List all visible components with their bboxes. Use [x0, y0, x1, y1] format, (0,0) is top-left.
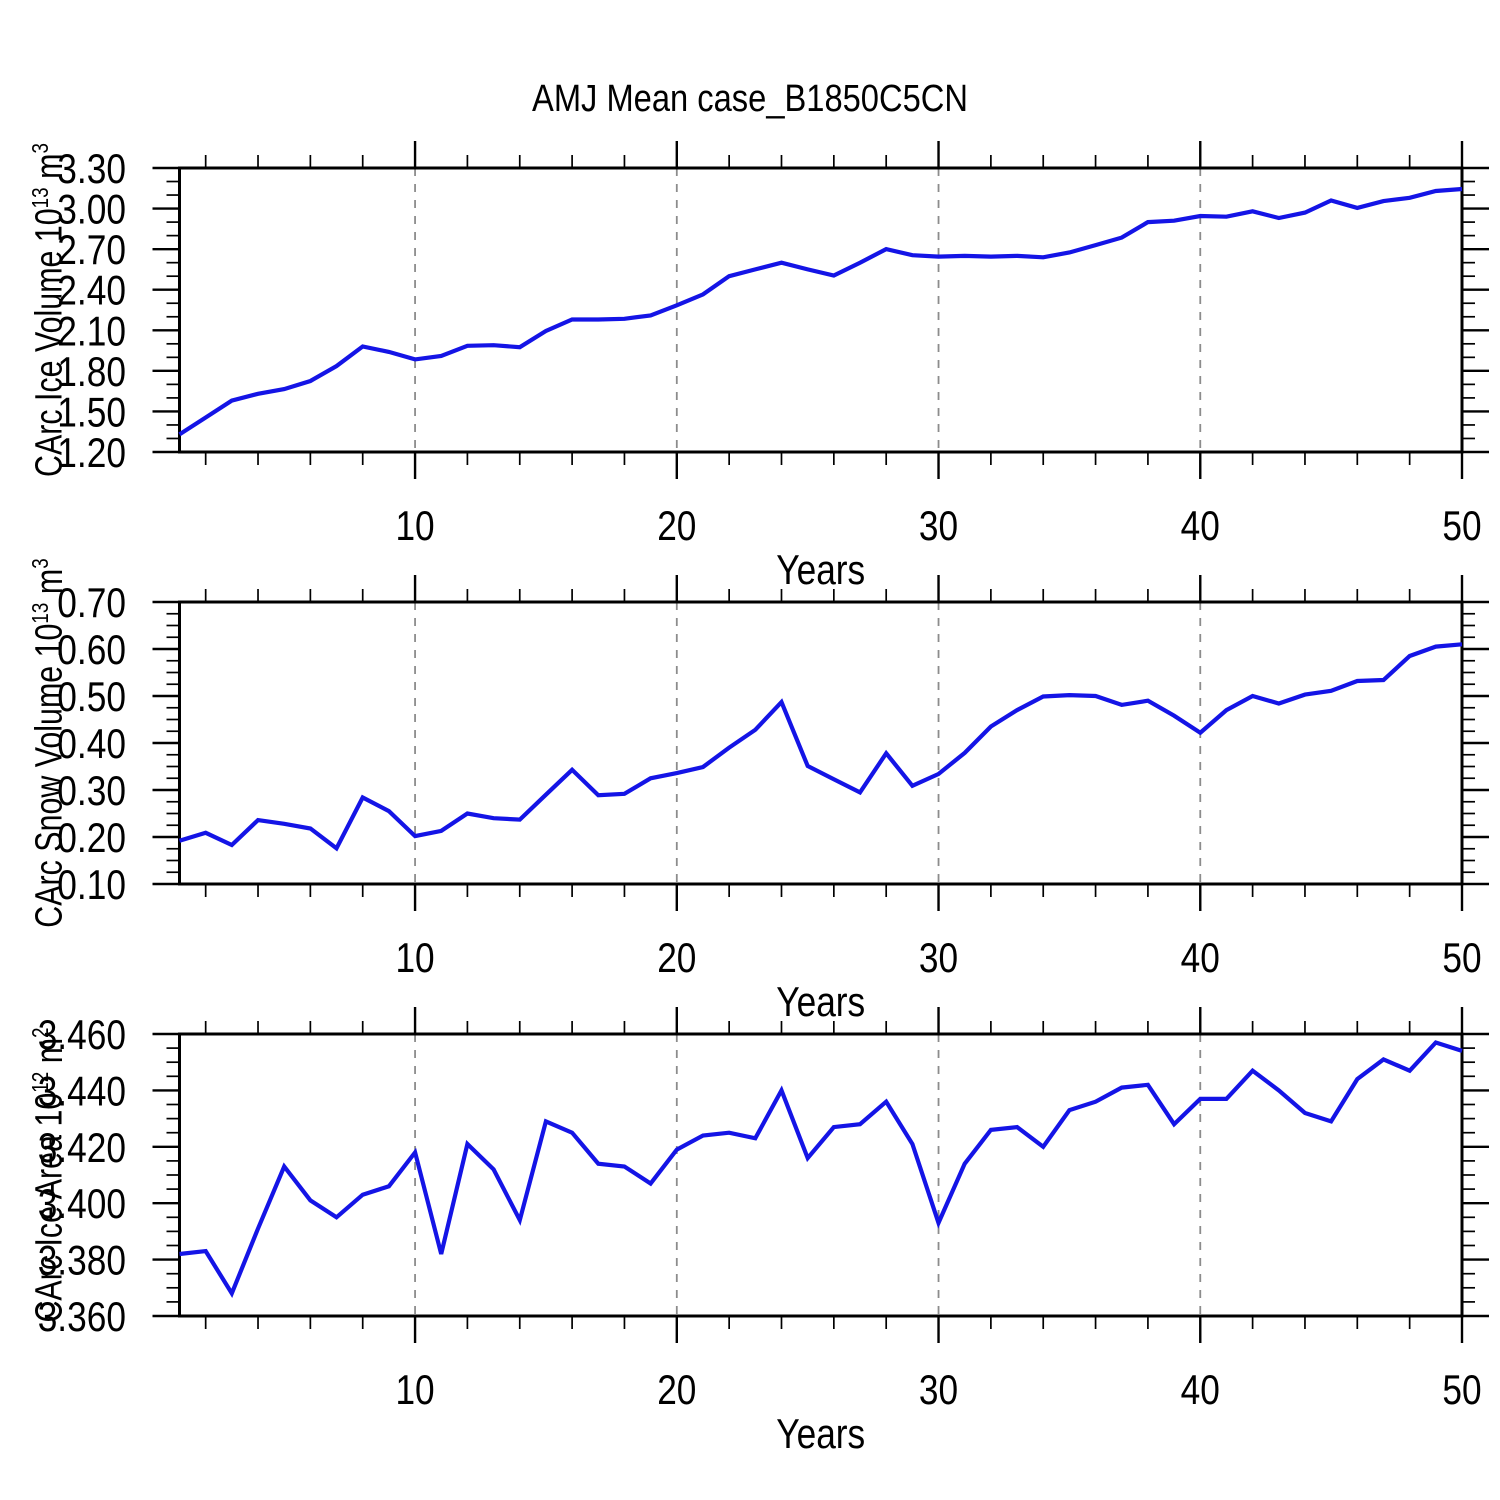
svg-text:20: 20: [657, 934, 696, 981]
svg-text:3.400: 3.400: [38, 1180, 126, 1227]
data-line-snow_volume: [178, 642, 1463, 852]
svg-text:3.420: 3.420: [38, 1124, 126, 1171]
svg-text:0.50: 0.50: [57, 673, 126, 720]
svg-text:1.50: 1.50: [57, 388, 126, 435]
svg-text:20: 20: [657, 1366, 696, 1413]
svg-text:3.30: 3.30: [57, 145, 126, 192]
svg-text:Years: Years: [776, 546, 865, 593]
svg-text:0.30: 0.30: [57, 767, 126, 814]
svg-text:0.70: 0.70: [57, 579, 126, 626]
svg-text:0.10: 0.10: [57, 861, 126, 908]
axis-labels: 10 20 30 40 50 Years 0.700.600.500.400.300.200…: [57, 579, 1481, 1025]
svg-text:30: 30: [919, 934, 958, 981]
svg-text:0.60: 0.60: [57, 626, 126, 673]
svg-text:3.380: 3.380: [38, 1237, 126, 1284]
ticks: [152, 575, 1489, 911]
panel-ice_area: 10 20 30 40 50 Years 3.460 3.440 3.420 3.400 3.380…: [38, 1007, 1489, 1457]
svg-text:0.40: 0.40: [57, 720, 126, 767]
svg-text:50: 50: [1442, 934, 1481, 981]
data-line-ice_volume: [178, 186, 1463, 437]
data-line-ice_area: [179, 1040, 1463, 1299]
svg-text:40: 40: [1181, 934, 1220, 981]
svg-text:30: 30: [919, 1366, 958, 1413]
gridlines: [414, 168, 1202, 452]
ticks: [152, 141, 1489, 479]
svg-text:50: 50: [1442, 1366, 1481, 1413]
chart-title: AMJ Mean case_B1850C5CN: [532, 78, 968, 120]
svg-text:3.460: 3.460: [38, 1011, 126, 1058]
svg-text:10: 10: [395, 1366, 434, 1413]
panel-snow_volume: 10 20 30 40 50 Years 0.700.600.500.400.300.200…: [57, 575, 1489, 1025]
svg-text:2.40: 2.40: [57, 267, 126, 314]
svg-text:3.00: 3.00: [57, 186, 126, 233]
svg-text:3.360: 3.360: [38, 1293, 126, 1340]
axis-labels: 10 20 30 40 50Years3.303.002.702.402.101.801…: [57, 145, 1481, 593]
svg-text:30: 30: [919, 502, 958, 549]
svg-text:10: 10: [395, 502, 434, 549]
svg-text:1.20: 1.20: [57, 429, 126, 476]
gridlines: [414, 602, 1202, 884]
plot-frame: [178, 1032, 1464, 1318]
svg-text:10: 10: [395, 934, 434, 981]
svg-text:20: 20: [657, 502, 696, 549]
plot-frame: [178, 600, 1464, 886]
svg-text:0.20: 0.20: [57, 814, 126, 861]
svg-text:3.440: 3.440: [38, 1067, 126, 1114]
svg-text:40: 40: [1181, 502, 1220, 549]
svg-text:Years: Years: [776, 978, 865, 1025]
svg-text:2.10: 2.10: [57, 307, 126, 354]
svg-text:50: 50: [1442, 502, 1481, 549]
axis-labels: 10 20 30 40 50 Years 3.460 3.440 3.420 3.400 3.380…: [38, 1011, 1482, 1457]
svg-text:2.70: 2.70: [57, 226, 126, 273]
svg-text:40: 40: [1181, 1366, 1220, 1413]
svg-text:Years: Years: [776, 1410, 865, 1457]
ticks: [152, 1007, 1489, 1343]
panel-ice_volume: 10 20 30 40 50Years3.303.002.702.402.101.801…: [57, 141, 1489, 593]
plot-frame: [178, 166, 1464, 454]
svg-text:1.80: 1.80: [57, 348, 126, 395]
